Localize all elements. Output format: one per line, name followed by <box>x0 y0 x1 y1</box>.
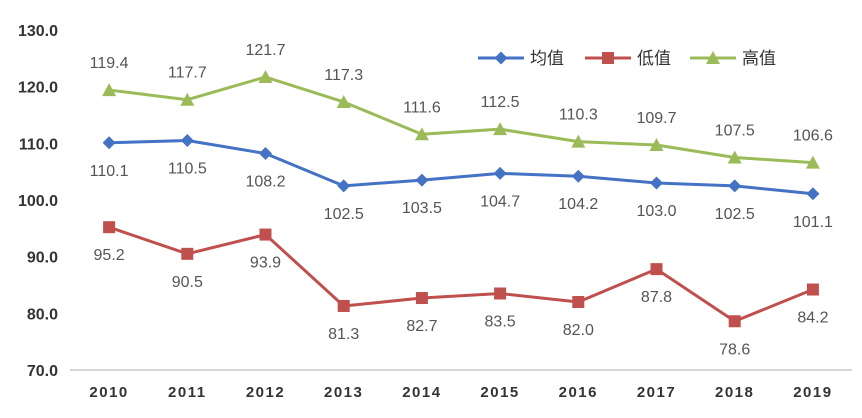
data-point <box>494 287 507 300</box>
data-point <box>806 187 820 201</box>
legend-label: 均值 <box>530 49 564 69</box>
data-point <box>571 134 586 148</box>
data-point <box>181 247 194 260</box>
data-label: 108.2 <box>245 174 285 191</box>
data-label: 110.3 <box>559 107 598 124</box>
data-point <box>258 70 273 84</box>
data-point <box>102 83 117 97</box>
series-line <box>107 139 815 196</box>
data-point <box>493 122 508 136</box>
legend-marker <box>494 51 508 65</box>
x-tick-label: 2013 <box>324 384 363 401</box>
data-point <box>180 134 194 147</box>
data-point <box>572 296 585 308</box>
data-point <box>415 173 429 187</box>
legend-item: 低值 <box>585 49 671 69</box>
data-point <box>650 263 663 276</box>
data-label: 103.5 <box>402 200 442 217</box>
x-tick-label: 2018 <box>715 384 754 401</box>
series-line <box>107 225 815 323</box>
data-label: 82.7 <box>406 318 437 335</box>
series-diamond <box>102 134 820 201</box>
data-point <box>102 136 116 150</box>
data-labels: 110.1 110.5 108.2 102.5 103.5 104.7 104.2 103.0… <box>90 42 833 358</box>
series-layer <box>102 70 820 328</box>
data-label: 112.5 <box>481 94 520 111</box>
data-point <box>650 176 663 190</box>
legend-label: 高值 <box>742 49 776 69</box>
y-tick-label: 120.0 <box>18 80 58 97</box>
data-point <box>493 166 507 180</box>
axes: 70.0 80.0 90.0 100.0 110.0 120.0 130.0 2010 2011… <box>18 23 852 401</box>
data-point <box>180 92 195 106</box>
data-point <box>728 179 742 193</box>
data-point <box>415 292 428 305</box>
x-tick-label: 2015 <box>480 384 519 401</box>
data-point <box>414 127 429 141</box>
data-point <box>259 228 272 241</box>
data-point <box>337 179 351 193</box>
legend-label: 低值 <box>637 49 671 69</box>
x-tick-label: 2012 <box>246 384 285 401</box>
data-point <box>649 138 664 152</box>
data-point <box>337 299 350 312</box>
x-tick-label: 2017 <box>637 384 676 401</box>
data-label: 104.2 <box>558 196 598 213</box>
data-label: 110.1 <box>90 163 129 180</box>
y-tick-label: 100.0 <box>18 193 58 210</box>
data-point <box>571 169 585 183</box>
x-tick-label: 2014 <box>402 384 441 401</box>
data-label: 95.2 <box>94 247 125 264</box>
x-tick-label: 2010 <box>89 384 128 401</box>
data-label: 117.3 <box>324 67 363 84</box>
x-tick-label: 2019 <box>793 384 832 401</box>
data-label: 111.6 <box>403 99 441 116</box>
data-label: 121.7 <box>245 42 285 59</box>
data-label: 107.5 <box>715 123 755 140</box>
data-label: 102.5 <box>715 206 755 223</box>
data-point <box>805 155 820 169</box>
y-tick-label: 90.0 <box>27 250 58 267</box>
data-point <box>728 315 741 328</box>
x-tick-label: 2011 <box>168 384 207 401</box>
data-label: 83.5 <box>485 314 516 331</box>
data-point <box>259 147 272 161</box>
data-label: 106.6 <box>793 128 833 145</box>
data-label: 117.7 <box>168 65 207 82</box>
legend-marker <box>706 51 720 64</box>
y-tick-label: 80.0 <box>27 306 58 323</box>
data-label: 119.4 <box>90 55 129 72</box>
y-tick-label: 110.0 <box>19 136 58 153</box>
series-triangle <box>102 70 820 169</box>
data-point <box>727 150 742 164</box>
legend-marker <box>602 52 614 64</box>
data-label: 101.1 <box>793 214 833 231</box>
x-tick-label: 2016 <box>559 384 598 401</box>
y-tick-label: 130.0 <box>18 23 58 40</box>
data-label: 110.5 <box>168 161 207 178</box>
data-label: 87.8 <box>641 289 672 306</box>
data-label: 84.2 <box>797 310 828 327</box>
data-label: 104.7 <box>480 193 520 210</box>
data-label: 81.3 <box>328 326 359 343</box>
data-point <box>806 283 819 296</box>
data-label: 103.0 <box>636 203 676 220</box>
data-label: 78.6 <box>719 341 750 358</box>
data-label: 90.5 <box>172 274 203 291</box>
y-tick-label: 70.0 <box>27 363 58 380</box>
data-label: 93.9 <box>250 255 281 272</box>
legend-item: 高值 <box>690 49 776 69</box>
data-point <box>336 94 351 108</box>
data-label: 109.7 <box>636 110 676 127</box>
legend-item: 均值 <box>478 49 564 69</box>
series-line <box>107 75 815 165</box>
data-point <box>103 221 116 234</box>
data-label: 102.5 <box>324 206 364 223</box>
data-label: 82.0 <box>563 322 594 339</box>
legend: 均值 低值 高值 <box>478 49 776 69</box>
series-square <box>103 221 819 328</box>
